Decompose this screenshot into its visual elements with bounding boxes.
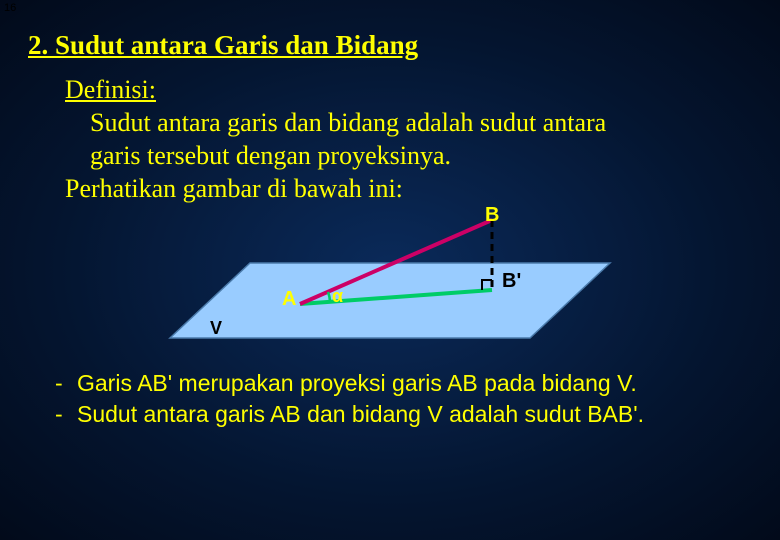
footer-text-1: Garis AB' merupakan proyeksi garis AB pa… [77,368,637,399]
label-A: A [282,288,296,311]
dash-icon: - [55,368,77,399]
label-alpha: α [332,286,343,307]
footer-item-2: - Sudut antara garis AB dan bidang V ada… [55,399,760,430]
slide-content: 2. Sudut antara Garis dan Bidang Definis… [0,0,780,430]
section-title: 2. Sudut antara Garis dan Bidang [28,30,760,61]
label-V: V [210,318,222,339]
body-line-1: Sudut antara garis dan bidang adalah sud… [90,107,760,140]
body-line-2: garis tersebut dengan proyeksinya. [90,140,760,173]
corner-mark: 16 [4,2,16,14]
label-Bprime: B' [502,270,521,293]
diagram-svg [130,208,650,358]
plane-shape [170,263,610,338]
diagram: B B' A α V [130,208,650,358]
footer-text-2: Sudut antara garis AB dan bidang V adala… [77,399,644,430]
dash-icon: - [55,399,77,430]
definisi-label: Definisi: [65,75,760,105]
label-B: B [485,204,499,227]
perhatikan-text: Perhatikan gambar di bawah ini: [65,174,760,204]
footer-item-1: - Garis AB' merupakan proyeksi garis AB … [55,368,760,399]
footer-list: - Garis AB' merupakan proyeksi garis AB … [55,368,760,430]
